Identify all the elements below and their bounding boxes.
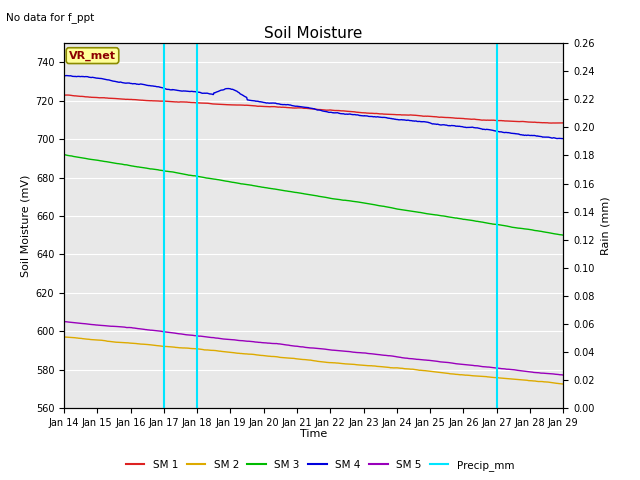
- SM 4: [436, 122, 444, 128]
- SM 5: [190, 333, 198, 338]
- SM 5: [60, 319, 68, 324]
- SM 5: [415, 357, 423, 362]
- SM 5: [115, 324, 122, 329]
- SM 4: [191, 89, 198, 95]
- SM 5: [436, 359, 444, 365]
- SM 5: [273, 341, 281, 347]
- SM 4: [60, 73, 68, 79]
- Line: SM 5: SM 5: [64, 322, 563, 375]
- SM 4: [274, 101, 282, 107]
- SM 4: [559, 136, 567, 142]
- Y-axis label: Rain (mm): Rain (mm): [600, 196, 610, 255]
- SM 3: [415, 209, 423, 215]
- Line: SM 3: SM 3: [64, 155, 563, 235]
- SM 5: [491, 365, 499, 371]
- SM 1: [416, 113, 424, 119]
- SM 3: [60, 152, 68, 157]
- X-axis label: Time: Time: [300, 429, 327, 439]
- SM 2: [115, 339, 122, 345]
- Line: SM 1: SM 1: [64, 95, 563, 123]
- SM 2: [60, 334, 68, 340]
- SM 3: [491, 221, 499, 227]
- SM 2: [491, 375, 499, 381]
- Y-axis label: Soil Moisture (mV): Soil Moisture (mV): [20, 174, 30, 277]
- SM 2: [273, 354, 281, 360]
- SM 1: [115, 96, 123, 102]
- SM 1: [60, 92, 68, 98]
- Title: Soil Moisture: Soil Moisture: [264, 25, 363, 41]
- SM 3: [190, 173, 198, 179]
- SM 3: [273, 187, 281, 192]
- SM 4: [492, 128, 499, 134]
- SM 1: [62, 92, 70, 98]
- SM 4: [416, 119, 424, 124]
- SM 4: [63, 72, 70, 78]
- SM 2: [559, 381, 567, 387]
- SM 2: [415, 367, 423, 373]
- Line: SM 4: SM 4: [64, 75, 563, 139]
- Text: No data for f_ppt: No data for f_ppt: [6, 12, 95, 23]
- SM 1: [559, 120, 567, 126]
- SM 1: [191, 100, 198, 106]
- SM 4: [115, 79, 123, 85]
- Text: VR_met: VR_met: [69, 50, 116, 61]
- SM 3: [436, 213, 444, 218]
- SM 1: [274, 104, 282, 110]
- SM 3: [115, 161, 122, 167]
- SM 3: [559, 232, 567, 238]
- Legend: SM 1, SM 2, SM 3, SM 4, SM 5, Precip_mm: SM 1, SM 2, SM 3, SM 4, SM 5, Precip_mm: [122, 456, 518, 475]
- SM 2: [190, 346, 198, 351]
- SM 1: [492, 118, 499, 123]
- SM 1: [548, 120, 556, 126]
- SM 5: [559, 372, 567, 378]
- Line: SM 2: SM 2: [64, 337, 563, 384]
- SM 2: [436, 370, 444, 375]
- SM 1: [436, 114, 444, 120]
